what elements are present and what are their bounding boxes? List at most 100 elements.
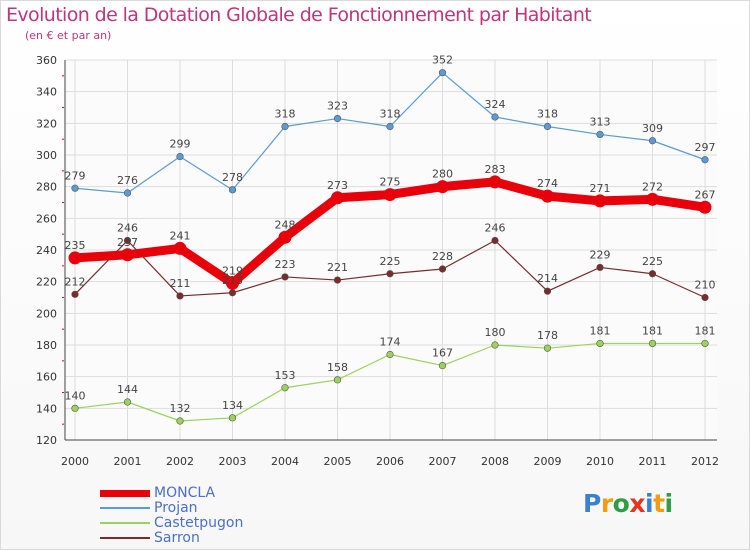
data-point-sarron bbox=[228, 289, 237, 297]
data-label-castetpugon: 181 bbox=[590, 324, 611, 337]
data-label-castetpugon: 167 bbox=[432, 347, 453, 360]
data-label-projan: 309 bbox=[642, 122, 663, 135]
data-label-sarron: 228 bbox=[432, 250, 453, 263]
data-point-moncla bbox=[121, 248, 134, 262]
data-point-castetpugon bbox=[648, 339, 657, 348]
logo-letter: i bbox=[664, 489, 674, 518]
x-tick-label: 2005 bbox=[324, 455, 352, 468]
data-point-sarron bbox=[543, 287, 552, 295]
y-tick-label: 240 bbox=[36, 244, 57, 257]
data-point-moncla bbox=[436, 180, 449, 194]
data-label-moncla: 280 bbox=[432, 168, 453, 181]
data-label-castetpugon: 134 bbox=[222, 399, 243, 412]
data-label-projan: 299 bbox=[170, 138, 191, 151]
data-label-projan: 313 bbox=[590, 115, 611, 128]
legend-swatch-projan bbox=[100, 507, 150, 509]
y-tick-label: 340 bbox=[36, 86, 57, 99]
x-tick-label: 2004 bbox=[271, 455, 299, 468]
data-point-sarron bbox=[123, 236, 132, 245]
data-point-castetpugon bbox=[543, 344, 552, 352]
data-point-sarron bbox=[333, 276, 342, 284]
logo-letter: t bbox=[653, 489, 665, 518]
legend-label-moncla: MONCLA bbox=[154, 485, 216, 501]
x-tick-label: 2000 bbox=[61, 455, 89, 468]
legend-item-castetpugon: Castetpugon bbox=[100, 515, 243, 531]
data-label-projan: 276 bbox=[117, 174, 138, 187]
x-tick-label: 2003 bbox=[219, 455, 247, 468]
legend-swatch-castetpugon bbox=[100, 522, 150, 524]
data-point-projan bbox=[281, 122, 289, 131]
data-label-moncla: 237 bbox=[117, 236, 138, 249]
legend-label-projan: Projan bbox=[154, 500, 198, 516]
y-tick-label: 300 bbox=[36, 149, 57, 162]
data-point-moncla bbox=[331, 191, 344, 205]
data-label-castetpugon: 153 bbox=[275, 369, 296, 382]
y-tick-label: 220 bbox=[36, 276, 57, 289]
data-label-sarron: 223 bbox=[275, 258, 296, 271]
data-label-castetpugon: 181 bbox=[695, 324, 716, 337]
data-point-castetpugon bbox=[333, 376, 342, 384]
data-point-moncla bbox=[278, 230, 292, 244]
legend-swatch-moncla bbox=[100, 489, 150, 497]
x-tick-label: 2012 bbox=[691, 455, 719, 468]
chart-subtitle: (en € et par an) bbox=[25, 29, 112, 42]
y-tick-label: 360 bbox=[36, 54, 57, 67]
data-label-moncla: 283 bbox=[485, 163, 506, 176]
data-label-sarron: 214 bbox=[537, 272, 558, 285]
data-point-projan bbox=[228, 186, 237, 194]
data-label-moncla: 271 bbox=[590, 182, 611, 195]
data-point-sarron bbox=[438, 265, 447, 273]
y-tick-label: 140 bbox=[36, 402, 57, 415]
data-point-projan bbox=[438, 69, 447, 77]
data-label-moncla: 274 bbox=[537, 177, 558, 190]
data-point-moncla bbox=[226, 276, 239, 290]
data-point-sarron bbox=[701, 293, 709, 302]
data-label-projan: 278 bbox=[222, 171, 243, 184]
data-label-moncla: 272 bbox=[642, 180, 663, 193]
data-point-castetpugon bbox=[596, 339, 604, 348]
data-point-projan bbox=[333, 114, 342, 123]
data-label-moncla: 241 bbox=[170, 229, 191, 242]
data-label-projan: 352 bbox=[432, 54, 453, 67]
logo-letter: i bbox=[645, 489, 654, 518]
data-point-projan bbox=[701, 156, 709, 164]
data-label-moncla: 275 bbox=[380, 176, 401, 189]
data-label-sarron: 225 bbox=[642, 255, 663, 268]
data-point-castetpugon bbox=[438, 361, 447, 370]
data-label-projan: 297 bbox=[695, 141, 716, 154]
x-tick-label: 2007 bbox=[429, 455, 457, 468]
data-point-sarron bbox=[386, 270, 394, 278]
data-point-projan bbox=[71, 184, 79, 192]
data-point-castetpugon bbox=[281, 384, 289, 392]
proxiti-logo: Proxiti bbox=[583, 489, 673, 518]
y-tick-label: 120 bbox=[36, 434, 57, 447]
data-label-castetpugon: 140 bbox=[65, 389, 86, 402]
y-tick-label: 180 bbox=[36, 339, 57, 352]
data-label-sarron: 211 bbox=[170, 277, 191, 290]
legend-item-moncla: MONCLA bbox=[100, 485, 215, 501]
legend-item-sarron: Sarron bbox=[100, 530, 200, 546]
data-point-projan bbox=[176, 152, 184, 161]
data-label-moncla: 235 bbox=[65, 239, 86, 252]
data-point-moncla bbox=[68, 251, 82, 265]
data-point-sarron bbox=[491, 236, 499, 245]
data-label-sarron: 213 bbox=[222, 274, 243, 287]
data-label-castetpugon: 144 bbox=[117, 383, 138, 396]
data-point-projan bbox=[386, 122, 394, 131]
legend-label-sarron: Sarron bbox=[154, 530, 200, 546]
data-label-projan: 318 bbox=[537, 108, 558, 121]
data-label-castetpugon: 132 bbox=[170, 402, 191, 415]
y-tick-label: 260 bbox=[36, 212, 57, 225]
y-tick-label: 160 bbox=[36, 371, 57, 384]
data-label-castetpugon: 181 bbox=[642, 324, 663, 337]
data-point-sarron bbox=[71, 290, 79, 298]
data-point-castetpugon bbox=[228, 414, 237, 422]
data-label-moncla: 267 bbox=[695, 188, 716, 201]
y-tick-label: 320 bbox=[36, 117, 57, 130]
data-point-moncla bbox=[698, 200, 712, 214]
data-point-sarron bbox=[176, 292, 184, 300]
data-label-sarron: 212 bbox=[65, 275, 86, 288]
x-tick-label: 2002 bbox=[166, 455, 194, 468]
x-tick-label: 2009 bbox=[534, 455, 562, 468]
logo-letter: P bbox=[583, 489, 601, 518]
